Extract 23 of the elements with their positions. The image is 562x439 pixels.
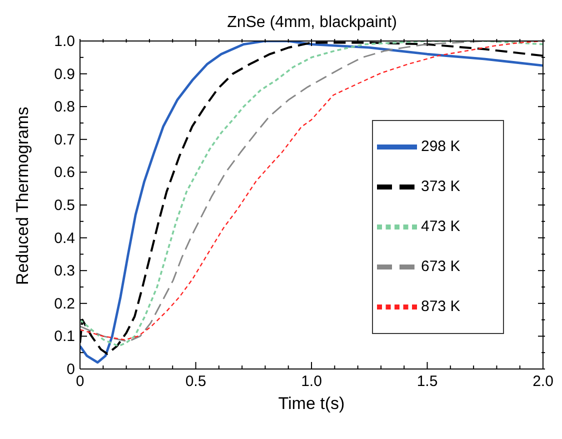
legend-label: 473 K [421, 218, 460, 235]
y-tick-label: 0.4 [54, 230, 75, 247]
y-tick-label: 0.8 [54, 98, 75, 116]
legend-label: 373 K [421, 178, 460, 195]
chart-title: ZnSe (4mm, blackpaint) [226, 14, 398, 32]
x-tick-label: 1.5 [416, 373, 438, 390]
y-tick-label: 0.9 [54, 66, 75, 83]
y-tick-label: 0.5 [54, 197, 75, 214]
legend-label: 298 K [421, 138, 460, 155]
y-tick-label: 0.6 [54, 164, 75, 182]
x-tick-label: 0.5 [185, 373, 206, 390]
y-tick-label: 1.0 [54, 33, 75, 50]
y-tick-label: 0.2 [54, 295, 75, 312]
x-tick-label: 2.0 [532, 373, 554, 390]
x-tick-label: 1.0 [301, 373, 322, 390]
y-tick-label: 0.3 [54, 262, 75, 280]
y-tick-label: 0.7 [54, 131, 75, 148]
y-axis-title: Reduced Thermograms [13, 106, 32, 285]
y-tick-label: 0 [66, 361, 75, 378]
legend-label: 873 K [421, 298, 460, 315]
x-axis-title: Time t(s) [278, 394, 345, 413]
y-tick-label: 0.1 [54, 328, 75, 346]
legend-label: 673 K [421, 258, 460, 275]
